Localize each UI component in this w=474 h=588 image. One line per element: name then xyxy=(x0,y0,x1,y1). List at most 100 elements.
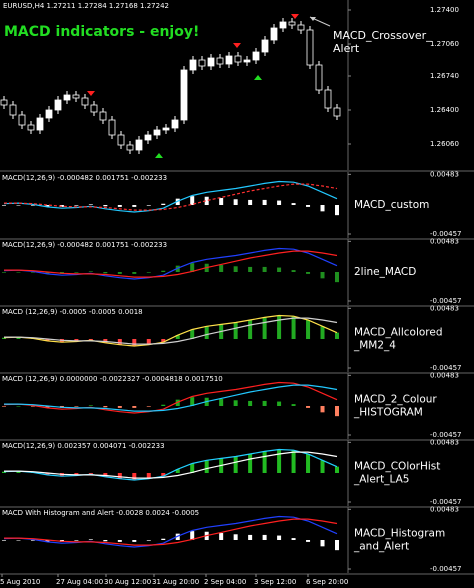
indicator-label: _MM2_4 xyxy=(353,340,396,352)
y-tick-label: 0.00483 xyxy=(430,371,459,379)
histogram-bar xyxy=(146,406,151,407)
histogram-bar xyxy=(335,466,339,473)
histogram-bar xyxy=(219,265,224,272)
histogram-bar xyxy=(233,322,238,339)
candle-body xyxy=(54,99,62,111)
histogram-bar xyxy=(233,266,238,272)
histogram-bar xyxy=(320,272,325,279)
histogram-bar xyxy=(320,326,325,339)
candle-body xyxy=(45,109,53,119)
histogram-bar xyxy=(117,540,122,542)
indicator-label: _and_Alert xyxy=(353,541,409,553)
histogram-bar xyxy=(88,539,93,540)
y-tick-label: 0.00483 xyxy=(430,505,459,513)
candle-body xyxy=(9,104,17,116)
time-label: 6 Sep 20:00 xyxy=(306,578,348,586)
sell-arrow xyxy=(87,91,95,96)
histogram-bar xyxy=(291,404,296,406)
time-label: 5 Aug 2010 xyxy=(0,578,40,586)
time-label: 31 Aug 20:00 xyxy=(152,578,199,586)
histogram-bar xyxy=(103,272,108,274)
histogram-bar xyxy=(132,339,137,346)
candle-body xyxy=(234,55,242,63)
histogram-bar xyxy=(88,271,93,272)
histogram-bar xyxy=(45,406,50,408)
annotation: Alert xyxy=(333,42,360,55)
histogram-bar xyxy=(175,335,180,339)
macd-line xyxy=(3,381,338,414)
candle-body xyxy=(288,21,296,26)
panel-title: MACD(12,26,9) -0.000482 0.001751 -0.0022… xyxy=(2,174,167,182)
candle-body xyxy=(198,59,206,67)
candle-body xyxy=(72,94,80,99)
histogram-bar xyxy=(74,540,79,541)
indicator-label: _Alert_LA5 xyxy=(353,474,409,486)
histogram-bar xyxy=(74,272,79,273)
histogram-bar xyxy=(335,332,339,339)
histogram-bar xyxy=(335,272,339,283)
histogram-bar xyxy=(16,272,21,273)
histogram-bar xyxy=(248,453,253,473)
histogram-bar xyxy=(117,205,122,207)
histogram-bar xyxy=(277,535,282,540)
histogram-bar xyxy=(291,538,296,540)
histogram-bar xyxy=(262,400,267,406)
histogram-bar xyxy=(219,399,224,406)
histogram-bar xyxy=(335,540,339,551)
histogram-bar xyxy=(88,204,93,205)
histogram-bar xyxy=(233,456,238,473)
macd-line xyxy=(3,247,338,280)
histogram-bar xyxy=(45,473,50,475)
panel-title: MACD (12,26,9) 0.0000000 -0.0022327 -0.0… xyxy=(2,375,223,383)
macd-line xyxy=(3,314,338,347)
candle-body xyxy=(27,124,35,131)
histogram-bar xyxy=(146,540,151,541)
histogram-bar xyxy=(103,205,108,207)
histogram-bar xyxy=(117,473,122,479)
y-tick-label: 1.27060 xyxy=(430,40,459,48)
histogram-bar xyxy=(291,270,296,272)
candle-body xyxy=(36,117,44,131)
candle-body xyxy=(108,119,116,136)
candle-body xyxy=(162,127,170,131)
histogram-bar xyxy=(59,205,64,207)
histogram-bar xyxy=(132,540,137,542)
indicator-label: _HISTOGRAM xyxy=(353,407,423,419)
histogram-bar xyxy=(277,449,282,473)
histogram-bar xyxy=(306,540,311,542)
y-tick-label: 0.00483 xyxy=(430,170,459,178)
candle-body xyxy=(126,144,134,151)
candle-body xyxy=(144,134,152,141)
histogram-bar xyxy=(204,196,209,205)
histogram-bar xyxy=(132,473,137,480)
histogram-bar xyxy=(161,538,166,540)
macd-line xyxy=(4,317,338,345)
histogram-bar xyxy=(204,326,209,339)
candle-body xyxy=(90,104,98,113)
histogram-bar xyxy=(320,540,325,547)
histogram-bar xyxy=(262,266,267,272)
histogram-bar xyxy=(248,400,253,406)
candle-body xyxy=(252,51,260,61)
histogram-bar xyxy=(190,397,195,406)
macd-line xyxy=(4,384,338,412)
histogram-bar xyxy=(161,339,166,343)
histogram-bar xyxy=(146,205,151,206)
histogram-bar xyxy=(190,196,195,205)
histogram-bar xyxy=(277,315,282,339)
histogram-bar xyxy=(45,339,50,341)
histogram-bar xyxy=(132,406,137,408)
histogram-bar xyxy=(204,460,209,473)
histogram-bar xyxy=(277,401,282,406)
histogram-bar xyxy=(16,205,21,206)
buy-arrow xyxy=(155,153,163,158)
y-tick-label: -0.00457 xyxy=(430,498,461,506)
histogram-bar xyxy=(117,339,122,345)
histogram-bar xyxy=(248,199,253,205)
buy-arrow xyxy=(254,75,262,80)
macd-line xyxy=(4,250,338,278)
candle-body xyxy=(216,57,224,65)
macd-line xyxy=(4,183,338,211)
y-tick-label: 1.27400 xyxy=(430,6,459,14)
